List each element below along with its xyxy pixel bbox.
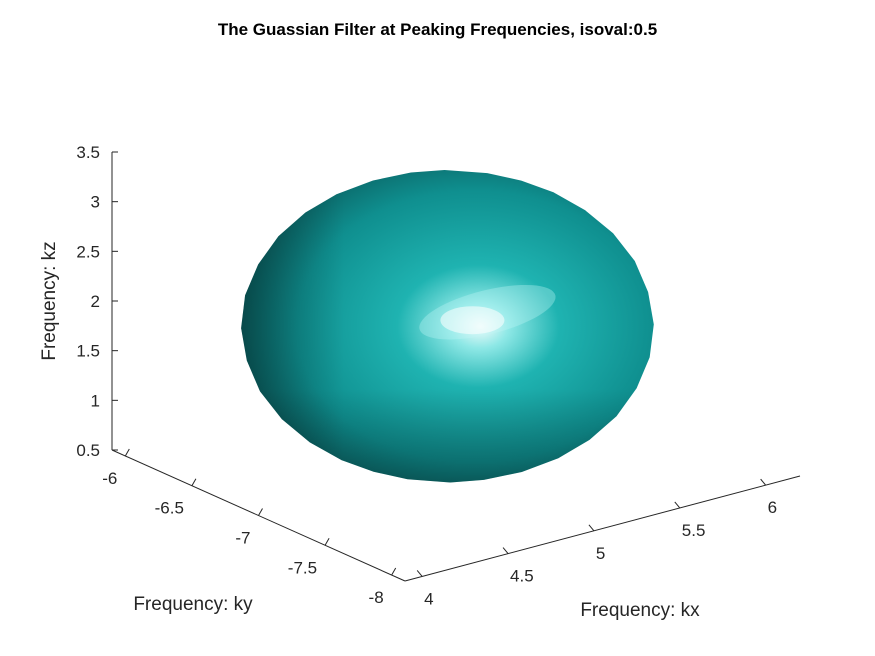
x-tick-mark: [760, 478, 767, 486]
y-tick-mark: [258, 508, 263, 516]
y-axis-ticks: -6 -6.5 -7 -7.5 -8: [102, 448, 397, 607]
z-tick-label: 3: [91, 193, 100, 212]
x-tick-label: 4: [424, 589, 433, 608]
y-tick-label: -8: [369, 588, 384, 607]
y-axis-label: Frequency: ky: [133, 594, 253, 615]
z-tick-label: 0.5: [76, 441, 100, 460]
chart-title: The Guassian Filter at Peaking Frequenci…: [217, 20, 658, 39]
z-axis-label: Frequency: kz: [39, 241, 60, 360]
z-tick-label: 2.5: [76, 242, 100, 261]
x-axis-label: Frequency: kx: [580, 600, 700, 621]
z-axis-ticks: 0.5 1 1.5 2 2.5 3 3.5: [76, 143, 118, 460]
specular-core: [440, 306, 505, 335]
z-tick-label: 3.5: [76, 143, 100, 162]
y-tick-mark: [391, 567, 397, 576]
y-tick-label: -6: [102, 469, 117, 488]
y-tick-label: -7.5: [288, 558, 317, 577]
x-tick-mark: [502, 547, 509, 554]
x-axis-ticks: 4 4.5 5 5.5 6: [416, 478, 777, 608]
x-tick-label: 5: [596, 544, 605, 563]
x-tick-label: 5.5: [682, 521, 706, 540]
y-tick-mark: [191, 478, 197, 486]
isosurface-ellipsoid: [241, 170, 654, 483]
x-tick-mark: [416, 570, 423, 577]
y-tick-mark: [124, 448, 130, 457]
z-tick-label: 1.5: [76, 342, 100, 361]
z-tick-label: 2: [91, 292, 100, 311]
x-tick-mark: [588, 524, 595, 532]
x-axis-line: [404, 475, 801, 582]
y-tick-mark: [324, 538, 330, 546]
x-tick-label: 6: [768, 498, 777, 517]
z-tick-label: 1: [91, 391, 100, 410]
x-tick-mark: [674, 501, 681, 509]
y-tick-label: -7: [235, 529, 250, 548]
x-tick-label: 4.5: [510, 567, 534, 586]
y-tick-label: -6.5: [155, 499, 184, 518]
